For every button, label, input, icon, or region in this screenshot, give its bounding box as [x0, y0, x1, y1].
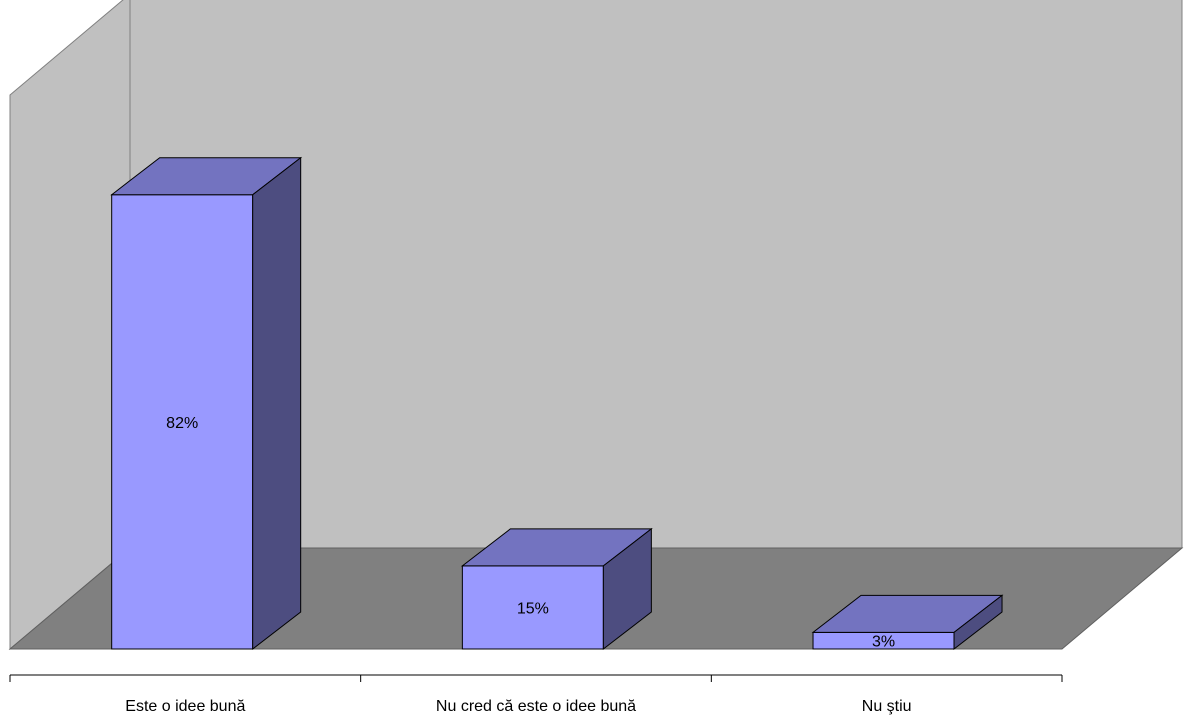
bar	[811, 594, 1004, 651]
bars	[110, 156, 1004, 651]
data-label: 3%	[872, 634, 895, 651]
data-label: 82%	[166, 415, 198, 432]
category-label: Nu ştiu	[862, 698, 912, 715]
category-label: Este o idee bună	[125, 698, 245, 715]
bar	[110, 156, 303, 651]
data-label: 15%	[517, 600, 549, 617]
x-axis	[9, 674, 1063, 682]
bar-side	[602, 527, 652, 651]
bar-side	[953, 594, 1003, 651]
category-label: Nu cred că este o idee bună	[436, 698, 636, 715]
labels: 82% Este o idee bună 15% Nu cred că este o …	[125, 415, 911, 715]
bar-side	[252, 156, 302, 651]
bar	[460, 527, 653, 651]
